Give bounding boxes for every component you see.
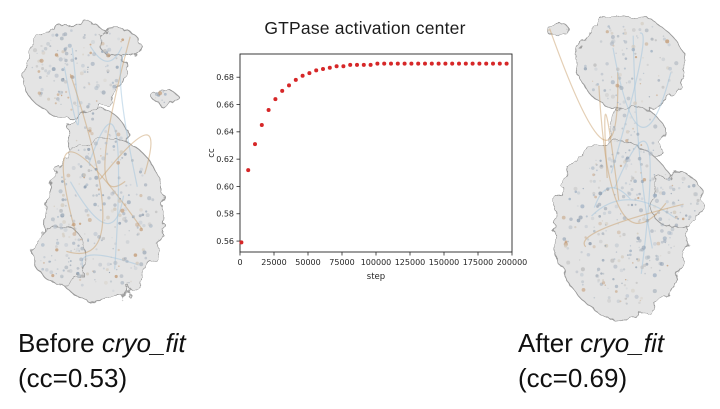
- model-ribbons: [549, 28, 684, 274]
- caption-before-prefix: Before: [18, 328, 102, 358]
- svg-text:50000: 50000: [295, 258, 320, 267]
- model-ribbons: [62, 36, 152, 270]
- scatter-points: [239, 61, 509, 245]
- svg-text:25000: 25000: [261, 258, 286, 267]
- density-map-before-figure: [22, 22, 178, 303]
- density-surface: [22, 22, 178, 303]
- density-speckles: [547, 21, 700, 305]
- svg-text:0.66: 0.66: [216, 100, 234, 109]
- y-axis-ticks: 0.56 0.58 0.60 0.62 0.64 0.66 0.68: [216, 73, 240, 246]
- svg-text:0.68: 0.68: [216, 73, 234, 82]
- svg-text:0: 0: [237, 258, 242, 267]
- density-surface: [546, 15, 703, 319]
- density-speckles: [31, 29, 167, 293]
- svg-text:150000: 150000: [429, 258, 460, 267]
- svg-text:0.64: 0.64: [216, 128, 234, 137]
- svg-text:200000: 200000: [497, 258, 528, 267]
- caption-after-prefix: After: [518, 328, 581, 358]
- svg-text:0.58: 0.58: [216, 210, 234, 219]
- svg-text:75000: 75000: [329, 258, 354, 267]
- caption-after-line1: After cryo_fit: [518, 326, 664, 361]
- caption-before: Before cryo_fit (cc=0.53): [18, 326, 186, 396]
- axes-box: [239, 53, 513, 253]
- svg-text:100000: 100000: [361, 258, 392, 267]
- svg-text:175000: 175000: [463, 258, 494, 267]
- svg-text:0.62: 0.62: [216, 155, 234, 164]
- caption-after-toolname: cryo_fit: [580, 328, 664, 358]
- cc-vs-step-scatter-chart: 0 25000 50000 75000 100000 125000 150000 175000…: [207, 53, 527, 282]
- caption-after: After cryo_fit (cc=0.69): [518, 326, 664, 396]
- caption-before-cc: (cc=0.53): [18, 363, 128, 394]
- x-axis-ticks: 0 25000 50000 75000 100000 125000 150000 175000…: [237, 252, 527, 267]
- chart-title: GTPase activation center: [264, 18, 466, 38]
- y-axis-label: cc: [207, 148, 217, 158]
- caption-before-toolname: cryo_fit: [101, 328, 186, 358]
- x-axis-label: step: [367, 272, 385, 282]
- caption-after-cc: (cc=0.69): [518, 363, 628, 394]
- svg-text:125000: 125000: [395, 258, 426, 267]
- caption-before-line1: Before cryo_fit: [18, 326, 186, 361]
- svg-text:0.60: 0.60: [216, 182, 234, 191]
- svg-text:0.56: 0.56: [216, 237, 234, 246]
- density-map-after-figure: [546, 15, 703, 319]
